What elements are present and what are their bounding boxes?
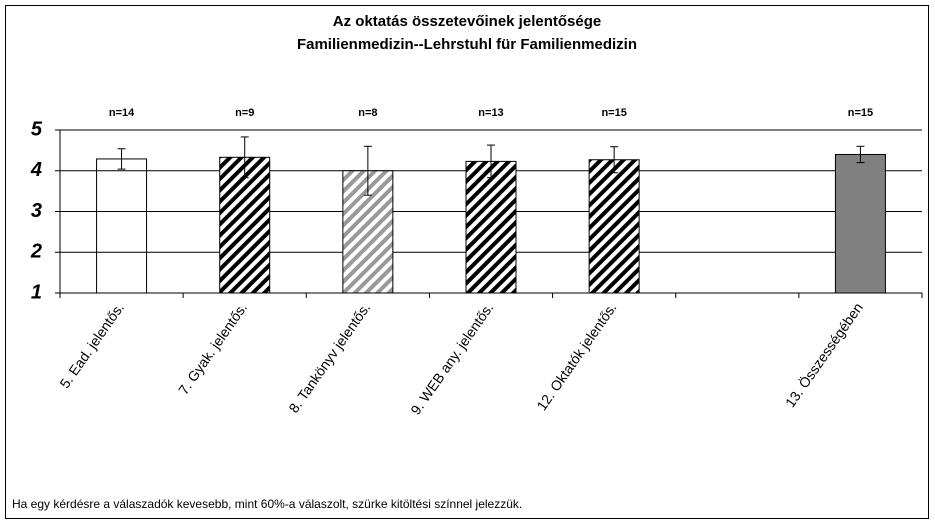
n-label: n=15 (848, 107, 873, 119)
n-label: n=13 (478, 107, 503, 119)
chart-title: Az oktatás összetevőinek jelentősége (333, 13, 601, 30)
n-label: n=8 (358, 107, 377, 119)
y-tick-label: 4 (30, 159, 42, 181)
y-tick-label: 2 (30, 241, 42, 263)
bar (834, 153, 886, 294)
bar (588, 159, 640, 294)
n-label: n=9 (235, 107, 254, 119)
bar (96, 158, 148, 294)
bar (465, 160, 517, 294)
chart-subtitle: Familienmedizin--Lehrstuhl für Familienm… (297, 36, 637, 53)
y-tick-label: 3 (31, 200, 42, 222)
y-tick-label: 5 (31, 118, 43, 140)
y-tick-label: 1 (31, 281, 42, 303)
n-label: n=14 (109, 107, 135, 119)
n-label: n=15 (601, 107, 626, 119)
footnote: Ha egy kérdésre a válaszadók kevesebb, m… (12, 497, 522, 511)
